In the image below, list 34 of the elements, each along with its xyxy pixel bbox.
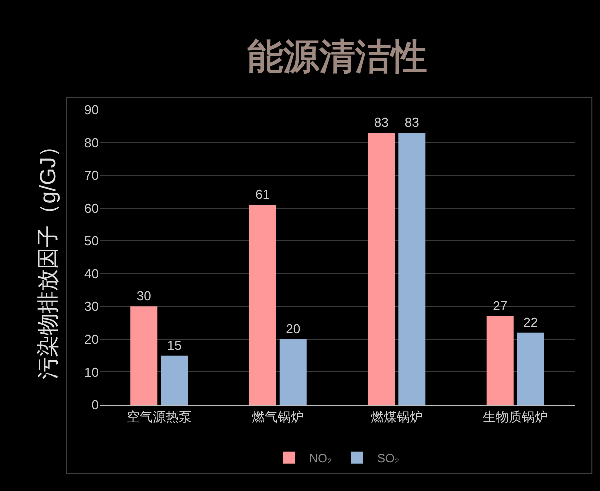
y-tick-label: 40 (84, 266, 99, 282)
chart-title: 能源清洁性 (248, 36, 428, 78)
data-label: 83 (404, 114, 420, 130)
y-tick-label: 20 (84, 332, 99, 347)
bar (368, 132, 396, 405)
x-tick-label: 空气源热泵 (126, 410, 192, 425)
bar (130, 306, 158, 405)
bar (280, 339, 307, 405)
bar (486, 316, 514, 405)
data-label: 20 (286, 321, 301, 336)
data-label: 22 (524, 314, 538, 330)
y-tick-label: 50 (84, 234, 99, 249)
y-tick-label: 90 (84, 102, 99, 118)
y-tick-label: 60 (84, 200, 99, 216)
x-tick-label: 燃气锅炉 (252, 410, 304, 425)
data-label: 61 (256, 187, 270, 202)
data-label: 27 (493, 298, 508, 314)
data-label: 83 (374, 114, 389, 130)
x-tick-label: 燃煤锅炉 (370, 410, 423, 425)
x-tick-label: 生物质锅炉 (483, 410, 548, 425)
y-tick-label: 0 (92, 398, 99, 413)
bar (398, 132, 426, 405)
data-label: 15 (167, 338, 182, 353)
legend-label: NO₂ (310, 452, 332, 466)
data-label: 30 (136, 288, 152, 304)
bar (249, 205, 276, 405)
y-tick-label: 30 (84, 299, 99, 314)
bar (517, 332, 544, 405)
y-tick-label: 70 (84, 168, 99, 184)
bar (161, 356, 188, 405)
y-axis-title: 污染物排放因子（g/GJ） (35, 135, 60, 380)
y-tick-label: 10 (84, 364, 99, 380)
y-tick-label: 80 (84, 135, 99, 150)
legend-label: SO₂ (378, 452, 400, 466)
